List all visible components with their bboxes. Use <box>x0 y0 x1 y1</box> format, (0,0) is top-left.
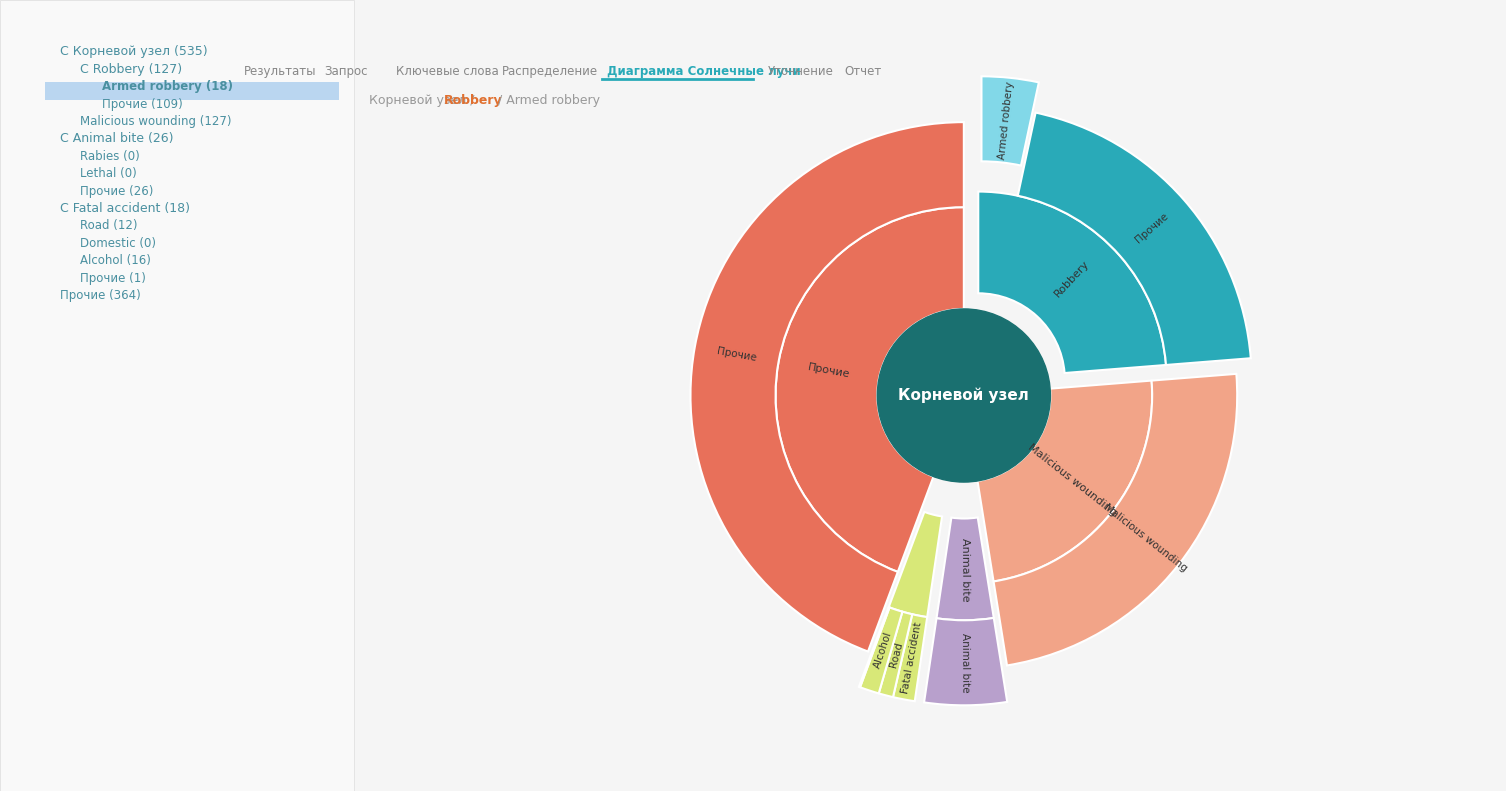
Text: Результаты: Результаты <box>244 65 316 78</box>
Text: Animal bite: Animal bite <box>961 633 970 693</box>
Wedge shape <box>1018 112 1251 365</box>
Text: С Animal bite (26): С Animal bite (26) <box>60 132 173 146</box>
Wedge shape <box>994 374 1238 665</box>
Wedge shape <box>776 207 964 572</box>
Text: Alcohol: Alcohol <box>872 630 893 670</box>
Text: Malicious wounding: Malicious wounding <box>1026 443 1117 518</box>
Wedge shape <box>979 191 1166 373</box>
Text: Road: Road <box>889 641 905 668</box>
Circle shape <box>878 309 1050 482</box>
Text: Armed robbery (18): Armed robbery (18) <box>102 80 233 93</box>
Wedge shape <box>937 517 994 620</box>
Text: Прочие (1): Прочие (1) <box>80 271 146 285</box>
Text: Прочие: Прочие <box>1134 210 1170 244</box>
Text: Распределение: Распределение <box>501 65 598 78</box>
Text: Отчет: Отчет <box>845 65 883 78</box>
Text: Malicious wounding (127): Malicious wounding (127) <box>80 115 232 128</box>
Text: Rabies (0): Rabies (0) <box>80 149 140 163</box>
Text: Road (12): Road (12) <box>80 219 137 233</box>
Text: Ключевые слова: Ключевые слова <box>396 65 498 78</box>
Text: Прочие (109): Прочие (109) <box>102 97 184 111</box>
Text: Malicious wounding: Malicious wounding <box>1102 502 1188 574</box>
Wedge shape <box>925 618 1008 706</box>
Text: Fatal accident: Fatal accident <box>901 621 923 694</box>
Wedge shape <box>889 512 943 617</box>
Text: Alcohol (16): Alcohol (16) <box>80 254 151 267</box>
Text: Прочие (26): Прочие (26) <box>80 184 154 198</box>
Text: Domestic (0): Domestic (0) <box>80 237 155 250</box>
Wedge shape <box>878 611 913 697</box>
Text: Запрос: Запрос <box>324 65 367 78</box>
Text: Robbery: Robbery <box>444 94 503 108</box>
Text: Animal bite: Animal bite <box>959 538 970 601</box>
Text: Уточнение: Уточнение <box>768 65 834 78</box>
Wedge shape <box>977 380 1152 581</box>
Wedge shape <box>982 76 1039 165</box>
Text: Диаграмма Солнечные лучи: Диаграмма Солнечные лучи <box>607 65 801 78</box>
Wedge shape <box>893 615 928 702</box>
Text: Прочие: Прочие <box>807 362 851 380</box>
Text: С Корневой узел (535): С Корневой узел (535) <box>60 45 208 59</box>
Text: Lethal (0): Lethal (0) <box>80 167 137 180</box>
Text: С Robbery (127): С Robbery (127) <box>80 62 182 76</box>
Text: Корневой узел /: Корневой узел / <box>369 94 479 108</box>
Text: Прочие: Прочие <box>715 346 758 363</box>
Text: Прочие (364): Прочие (364) <box>60 289 142 302</box>
Text: С Fatal accident (18): С Fatal accident (18) <box>60 202 190 215</box>
Text: Корневой узел: Корневой узел <box>899 388 1029 403</box>
Text: / Armed robbery: / Armed robbery <box>494 94 599 108</box>
Text: Armed robbery: Armed robbery <box>997 81 1015 160</box>
Text: Robbery: Robbery <box>1053 259 1090 299</box>
Wedge shape <box>690 122 964 652</box>
Wedge shape <box>860 607 902 694</box>
Wedge shape <box>858 607 890 687</box>
